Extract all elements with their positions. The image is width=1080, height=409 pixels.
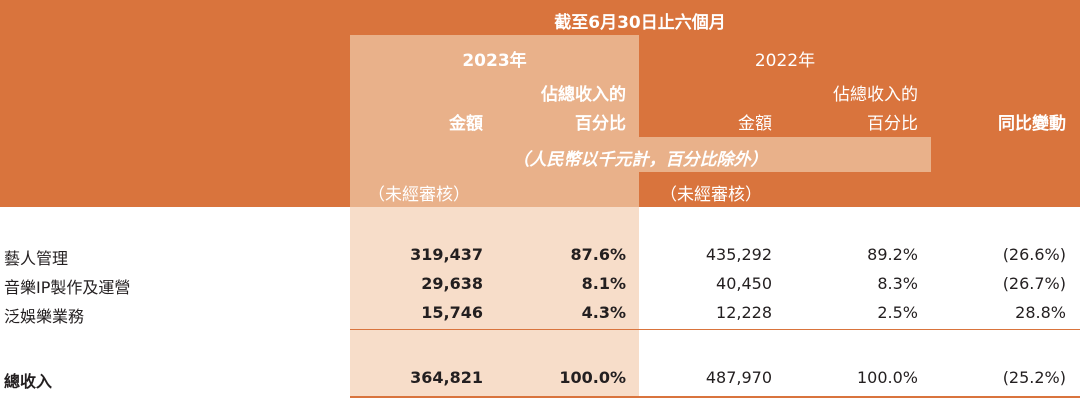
currency-note: （人民幣以千元計，百分比除外） <box>512 150 768 170</box>
row-pct-2022: 89.2% <box>867 245 918 264</box>
pct-header-2022-line1: 佔總收入的 <box>833 85 918 105</box>
total-amount-2022: 487,970 <box>705 368 772 387</box>
yoy-header: 同比變動 <box>998 114 1066 134</box>
pct-header-2023-line2: 百分比 <box>575 114 626 134</box>
row-label: 藝人管理 <box>4 249 69 268</box>
row-amount-2022: 40,450 <box>716 274 772 293</box>
amount-header-2023: 金額 <box>449 114 483 134</box>
total-yoy: (25.2%) <box>1002 368 1066 387</box>
total-label: 總收入 <box>4 372 53 391</box>
row-amount-2023: 319,437 <box>410 245 483 264</box>
row-pct-2022: 2.5% <box>877 303 918 322</box>
row-pct-2023: 4.3% <box>581 303 626 322</box>
unaudited-2023: （未經審核） <box>368 185 470 205</box>
currency-note-strip <box>639 137 931 172</box>
row-amount-2023: 15,746 <box>421 303 483 322</box>
period-title: 截至6月30日止六個月 <box>554 13 726 33</box>
row-pct-2023: 87.6% <box>570 245 626 264</box>
year-2022: 2022年 <box>754 51 816 71</box>
pct-header-2022-line2: 百分比 <box>867 114 918 134</box>
highlight-2023-body <box>350 207 639 397</box>
row-amount-2023: 29,638 <box>421 274 483 293</box>
unaudited-2022: （未經審核） <box>660 185 762 205</box>
row-yoy: (26.7%) <box>1002 274 1066 293</box>
row-pct-2023: 8.1% <box>581 274 626 293</box>
row-label: 泛娛樂業務 <box>4 307 85 326</box>
pct-header-2023-line1: 佔總收入的 <box>541 85 626 105</box>
row-yoy: 28.8% <box>1015 303 1066 322</box>
year-2023: 2023年 <box>462 51 527 71</box>
subtotal-divider <box>350 329 1080 330</box>
row-amount-2022: 435,292 <box>705 245 772 264</box>
total-divider <box>350 396 1080 398</box>
row-yoy: (26.6%) <box>1002 245 1066 264</box>
row-label: 音樂IP製作及運營 <box>4 278 131 297</box>
amount-header-2022: 金額 <box>738 114 772 134</box>
total-pct-2023: 100.0% <box>559 368 626 387</box>
total-pct-2022: 100.0% <box>856 368 918 387</box>
total-amount-2023: 364,821 <box>410 368 483 387</box>
row-pct-2022: 8.3% <box>877 274 918 293</box>
highlight-2023-header <box>350 35 639 207</box>
row-amount-2022: 12,228 <box>716 303 772 322</box>
